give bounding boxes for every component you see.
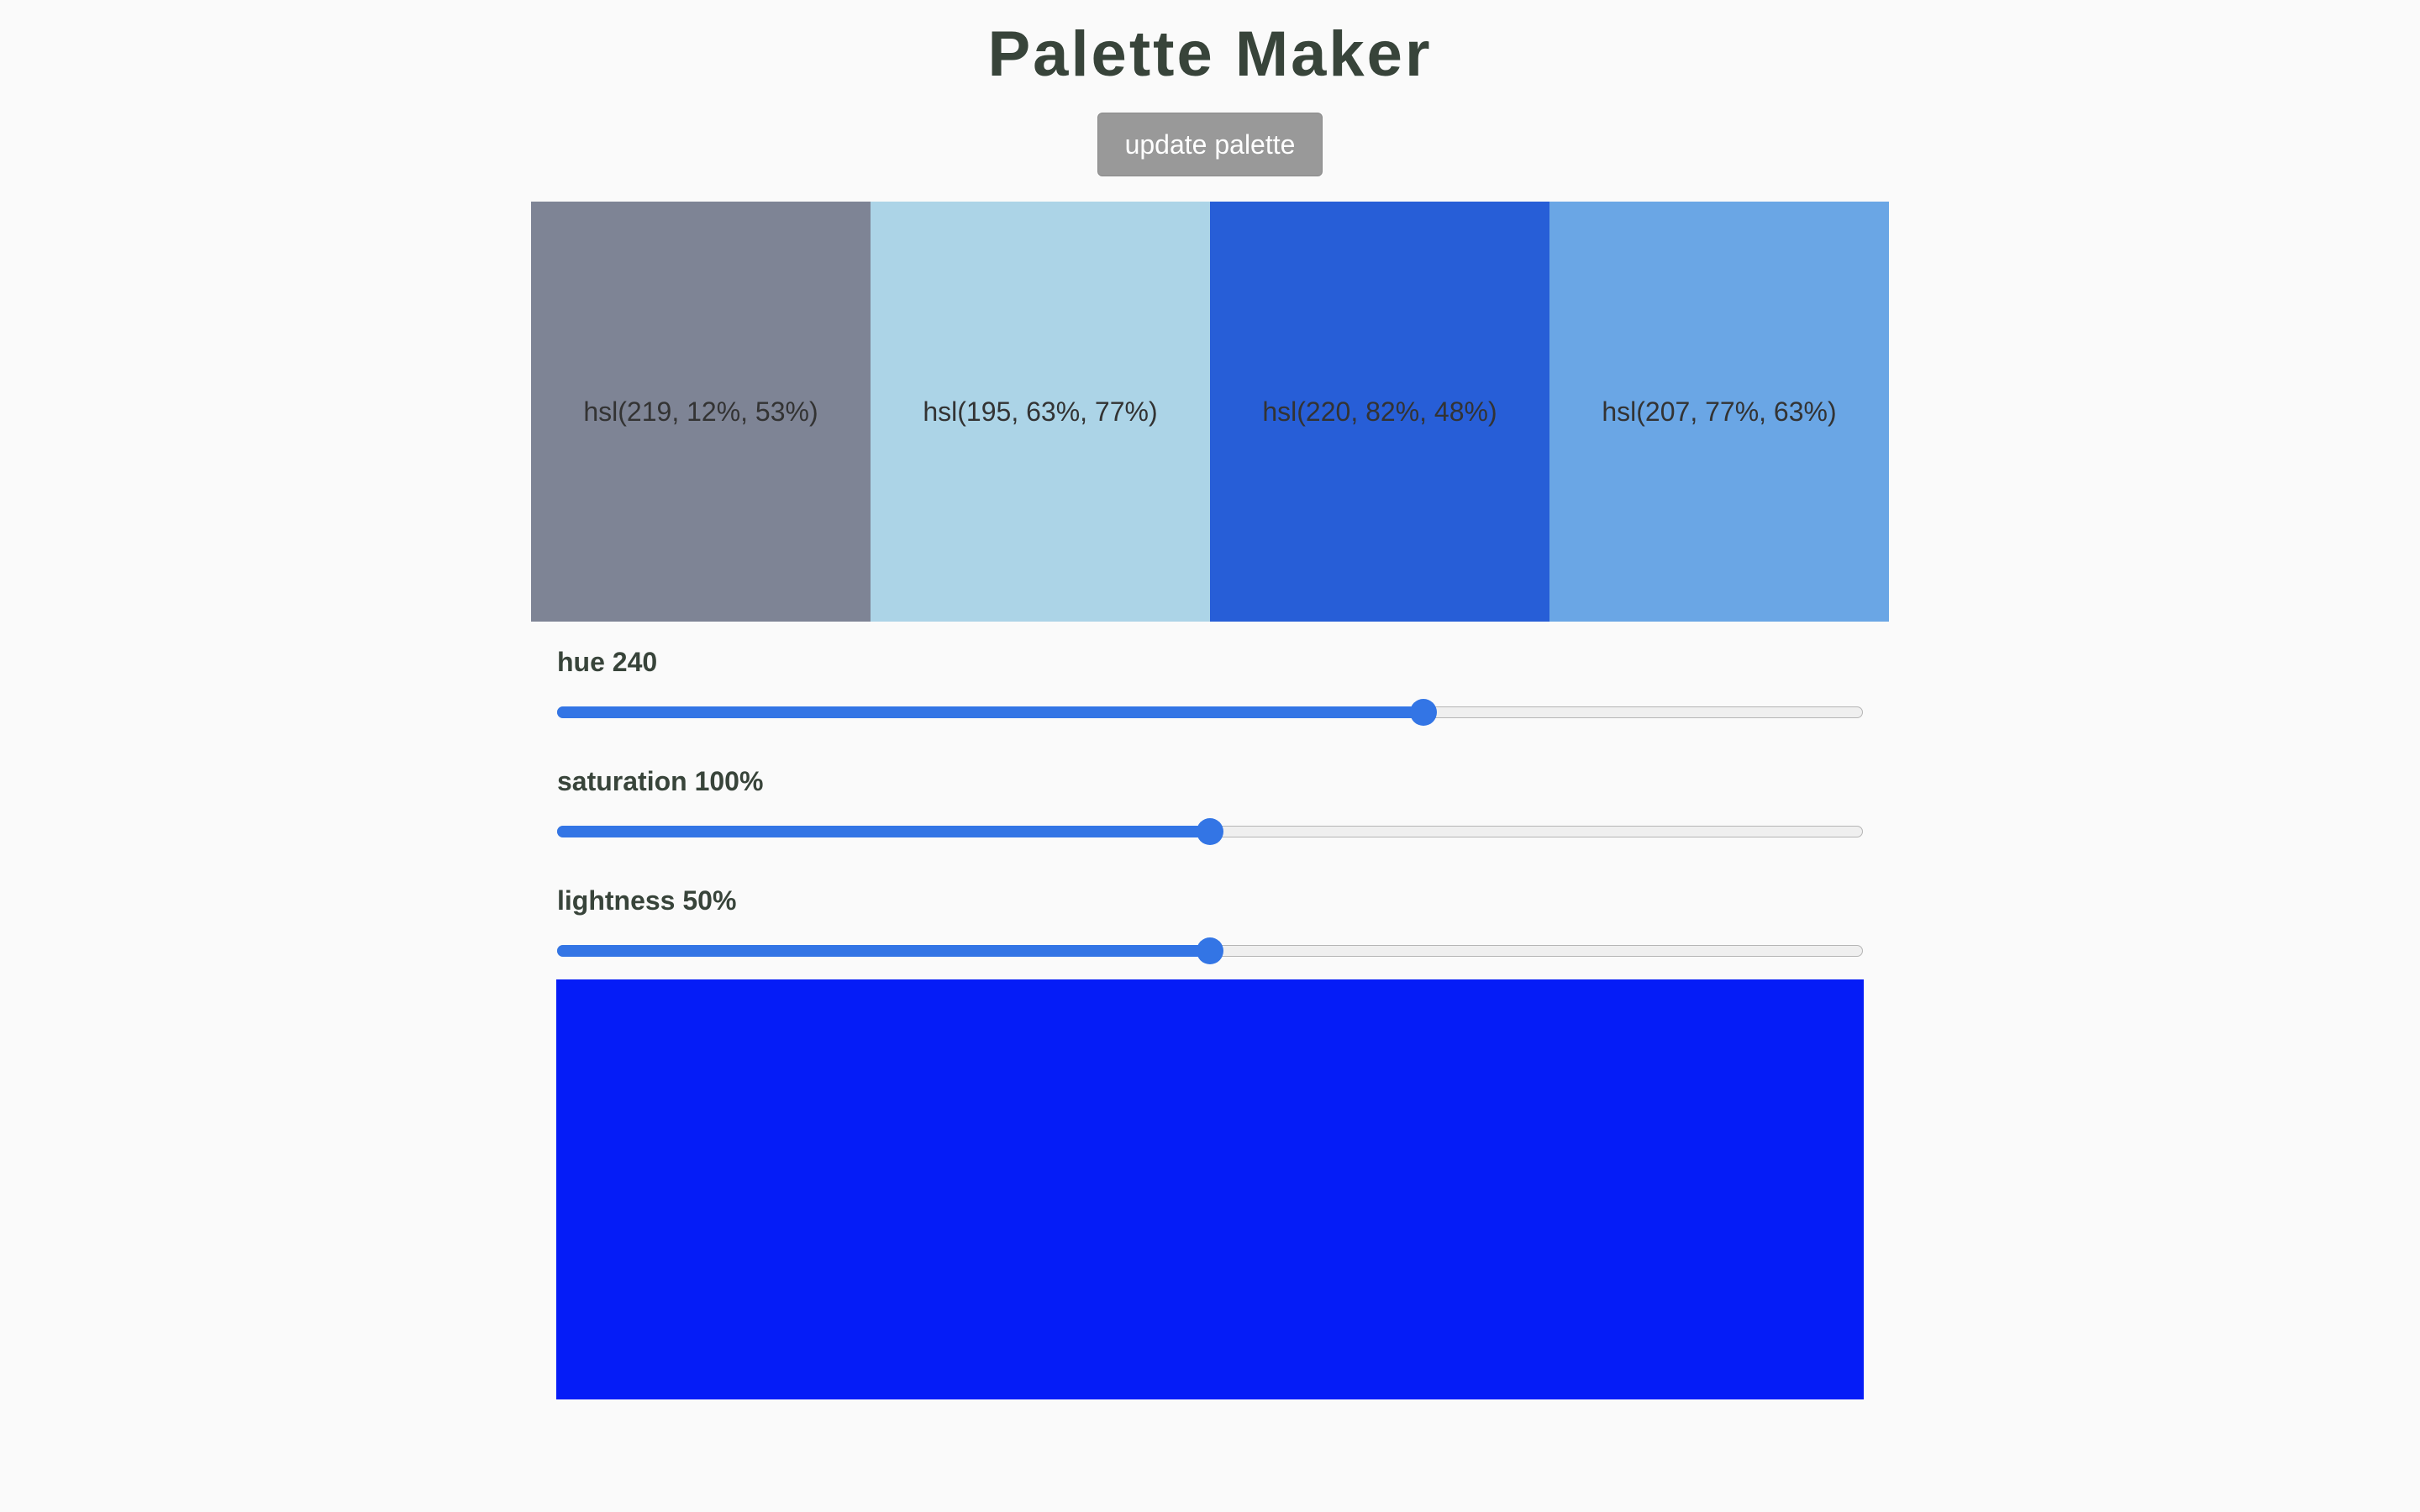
- palette-swatches: hsl(219, 12%, 53%) hsl(195, 63%, 77%) hs…: [531, 202, 1889, 622]
- swatch-label: hsl(207, 77%, 63%): [1602, 396, 1837, 427]
- swatch-label: hsl(195, 63%, 77%): [923, 396, 1158, 427]
- palette-swatch-2: hsl(195, 63%, 77%): [871, 202, 1210, 622]
- swatch-label: hsl(219, 12%, 53%): [583, 396, 818, 427]
- page-title: Palette Maker: [987, 18, 1433, 90]
- palette-swatch-4: hsl(207, 77%, 63%): [1549, 202, 1889, 622]
- swatch-label: hsl(220, 82%, 48%): [1262, 396, 1497, 427]
- hue-label: hue 240: [557, 647, 658, 677]
- slider-fill: [557, 945, 1210, 957]
- slider-fill: [557, 826, 1210, 837]
- lightness-slider[interactable]: [557, 934, 1863, 968]
- palette-swatch-1: hsl(219, 12%, 53%): [531, 202, 871, 622]
- saturation-slider[interactable]: [557, 815, 1863, 848]
- saturation-label: saturation 100%: [557, 766, 764, 796]
- slider-thumb[interactable]: [1410, 699, 1437, 726]
- update-palette-button[interactable]: update palette: [1097, 113, 1323, 176]
- slider-thumb[interactable]: [1197, 937, 1223, 964]
- color-preview: [556, 979, 1864, 1399]
- lightness-label: lightness 50%: [557, 885, 737, 916]
- hue-slider[interactable]: [557, 696, 1863, 729]
- slider-fill: [557, 706, 1423, 718]
- palette-swatch-3: hsl(220, 82%, 48%): [1210, 202, 1549, 622]
- slider-thumb[interactable]: [1197, 818, 1223, 845]
